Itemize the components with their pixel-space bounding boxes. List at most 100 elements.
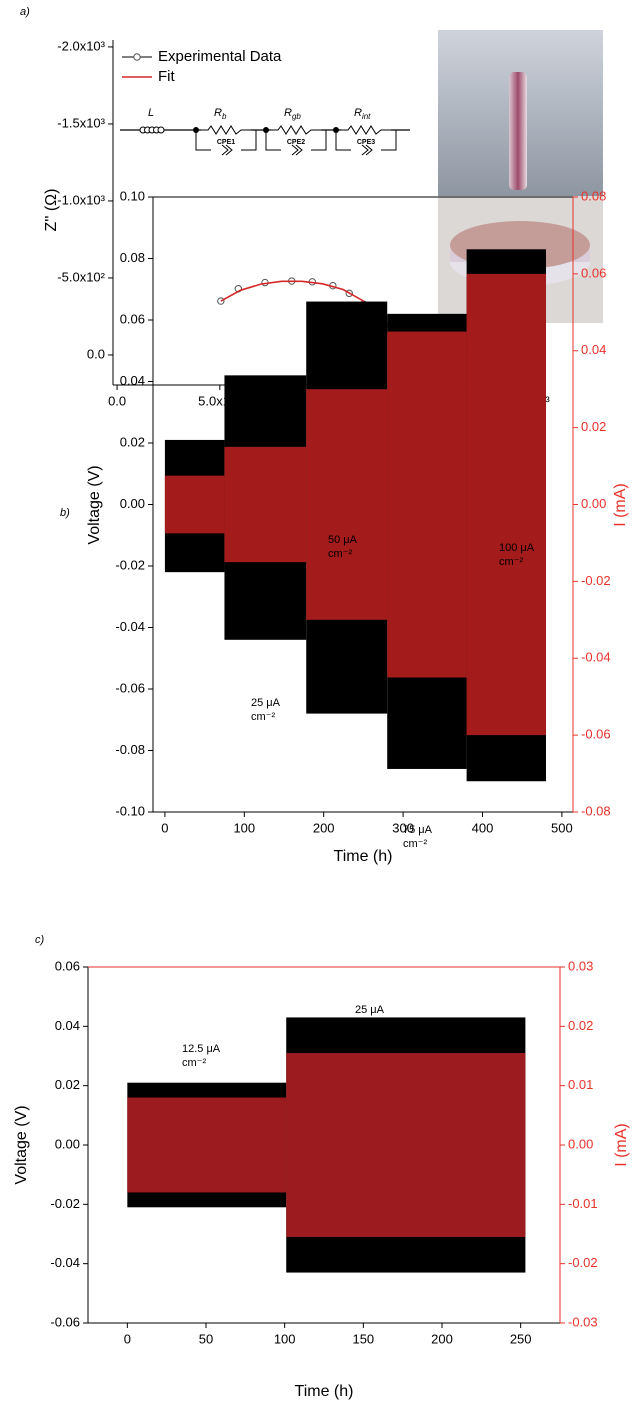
x-tick-label: 300 (392, 820, 414, 835)
annotation: 100 μA (499, 542, 535, 554)
wire-mask (341, 125, 391, 135)
resistor-label: Rb (214, 107, 227, 121)
y2-axis-title: I (mA) (613, 1123, 630, 1167)
cpe-symbol (291, 144, 303, 156)
y-tick-label: 0.06 (120, 311, 145, 326)
annotation: 12.5 μA (182, 1043, 221, 1055)
y-axis-title: Voltage (V) (86, 465, 103, 544)
y-tick-label: 0.10 (120, 188, 145, 203)
cpe-symbol (221, 144, 233, 156)
y2-tick-label: -0.06 (581, 727, 611, 742)
band-segment (224, 446, 307, 563)
annotation: 50 μA (328, 534, 358, 546)
resistor-subscript: gb (292, 112, 301, 121)
y-tick-label: 0.02 (55, 1077, 80, 1092)
resistor-label: Rint (354, 107, 371, 121)
panel-label: b) (60, 507, 70, 519)
inductor-label: L (148, 107, 154, 119)
annotation: cm⁻² (355, 1018, 379, 1030)
y-tick-label: -0.08 (115, 742, 145, 757)
cpe-label: CPE3 (357, 139, 375, 146)
resistor-symbol: R (214, 107, 222, 119)
y2-tick-label: 0.06 (581, 265, 606, 280)
band-segment (127, 1097, 287, 1193)
y2-tick-label: 0.00 (568, 1136, 593, 1151)
y-tick-label: -0.02 (50, 1196, 80, 1211)
band-segment (466, 273, 547, 736)
resistor-subscript: b (222, 112, 227, 121)
x-axis-title: Time (h) (334, 848, 393, 865)
y-tick-label: -0.06 (115, 680, 145, 695)
x-tick-label: 150 (352, 1331, 374, 1346)
circuit: L CPE1 Rb CPE2 Rgb CPE3 Rint (120, 107, 410, 156)
legend-label: Fit (158, 68, 175, 85)
cpe-mask (351, 145, 381, 155)
x-tick-label: 250 (510, 1331, 532, 1346)
resistor-symbol: R (354, 107, 362, 119)
x-tick-label: 100 (274, 1331, 296, 1346)
resistor (271, 125, 321, 135)
inductor-coil (157, 126, 165, 134)
y-tick-label: -0.06 (50, 1314, 80, 1329)
annotation: 75 μA (403, 824, 433, 836)
x-tick-label: 200 (431, 1331, 453, 1346)
y2-tick-label: -0.08 (581, 803, 611, 818)
resistor (341, 125, 391, 135)
annotation: cm⁻² (251, 711, 275, 723)
legend-label: Experimental Data (158, 48, 282, 65)
y2-tick-label: 0.03 (568, 958, 593, 973)
annotation: cm⁻² (328, 548, 352, 560)
y2-axis-title: I (mA) (612, 483, 629, 527)
y-tick-label: -0.04 (50, 1255, 80, 1270)
cpe-mask (281, 145, 311, 155)
resistor-label: Rgb (284, 107, 301, 121)
band-segment (164, 475, 225, 534)
y-tick-label: 0.04 (55, 1018, 80, 1033)
cpe-mask (211, 145, 241, 155)
x-tick-label: 200 (313, 820, 335, 835)
resistor-subscript: int (362, 112, 371, 121)
y-tick-label: -2.0x10³ (57, 38, 105, 53)
y-tick-label: 0.08 (120, 250, 145, 265)
annotation: cm⁻² (182, 1057, 206, 1069)
x-axis-title: Time (h) (295, 1383, 354, 1400)
cpe-label: CPE1 (217, 139, 235, 146)
x-tick-label: 0.0 (108, 393, 126, 408)
x-tick-label: 0 (161, 820, 168, 835)
band-segment (286, 1053, 526, 1237)
panel-label: c) (35, 934, 45, 946)
data-point (217, 297, 225, 305)
y-tick-label: -1.0x10³ (57, 192, 105, 207)
y2-tick-label: -0.01 (568, 1196, 598, 1211)
annotation: 25 μA (355, 1004, 385, 1016)
y2-tick-label: 0.02 (568, 1018, 593, 1033)
cpe-symbol (361, 144, 373, 156)
resistor (201, 125, 251, 135)
annotation: cm⁻² (403, 838, 427, 850)
annotation: 12.5 μA (172, 542, 211, 554)
y2-tick-label: 0.01 (568, 1077, 593, 1092)
y-tick-label: -0.04 (115, 619, 145, 634)
y-tick-label: 0.04 (120, 373, 145, 388)
resistor-symbol: R (284, 107, 292, 119)
y-tick-label: 0.02 (120, 434, 145, 449)
y-tick-label: -0.10 (115, 803, 145, 818)
annotation: cm⁻² (172, 556, 196, 568)
band-segment (306, 389, 388, 620)
band-segment (387, 331, 467, 678)
y2-tick-label: -0.04 (581, 650, 611, 665)
x-tick-label: 400 (472, 820, 494, 835)
y2-tick-label: 0.04 (581, 342, 606, 357)
y-tick-label: -5.0x10² (57, 269, 105, 284)
panel-label: a) (20, 6, 30, 18)
y-tick-label: -1.5x10³ (57, 115, 105, 130)
y-tick-label: 0.06 (55, 958, 80, 973)
x-tick-label: 0 (124, 1331, 131, 1346)
y2-tick-label: -0.02 (568, 1255, 598, 1270)
y2-tick-label: 0.00 (581, 496, 606, 511)
y-axis-title: Z'' (Ω) (43, 189, 60, 232)
wire-mask (271, 125, 321, 135)
y-axis-title: Voltage (V) (13, 1105, 30, 1184)
y2-tick-label: 0.02 (581, 419, 606, 434)
wire-mask (201, 125, 251, 135)
